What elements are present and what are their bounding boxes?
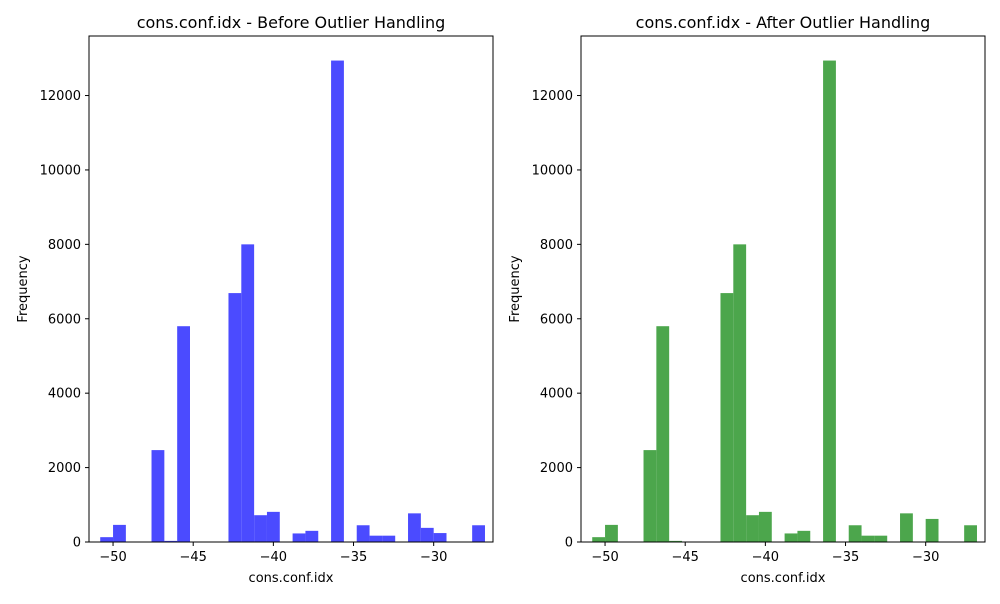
histogram-bar	[113, 525, 126, 542]
histogram-bar	[408, 513, 421, 542]
y-tick-label: 0	[73, 536, 81, 551]
x-axis-label: cons.conf.idx	[249, 571, 334, 586]
histogram-bar	[100, 537, 113, 542]
histogram-bar	[331, 61, 344, 542]
y-tick-label: 8000	[540, 238, 573, 253]
histogram-bar	[434, 533, 447, 542]
y-tick-label: 8000	[48, 238, 81, 253]
histogram-bar	[592, 537, 605, 542]
x-tick-label: −40	[260, 550, 287, 565]
x-tick-label: −45	[179, 550, 206, 565]
y-tick-label: 12000	[40, 89, 81, 104]
histogram-bar	[254, 515, 267, 542]
y-tick-label: 12000	[532, 89, 573, 104]
histogram-bar	[605, 525, 618, 542]
x-tick-label: −30	[912, 550, 939, 565]
histogram-bar	[152, 450, 165, 542]
histogram-bar	[305, 531, 318, 542]
histogram-bar	[177, 326, 190, 542]
chart-title: cons.conf.idx - After Outlier Handling	[636, 13, 931, 32]
x-tick-label: −35	[340, 550, 367, 565]
histogram-bar	[964, 525, 977, 542]
y-tick-label: 6000	[48, 312, 81, 327]
histogram-bar	[357, 525, 370, 542]
histogram-bar	[382, 536, 395, 542]
y-axis-label: Frequency	[16, 255, 31, 322]
y-tick-label: 4000	[540, 387, 573, 402]
histogram-bar	[472, 525, 485, 542]
x-tick-label: −45	[671, 550, 698, 565]
x-tick-label: −50	[99, 550, 126, 565]
x-tick-label: −35	[832, 550, 859, 565]
histogram-bar	[228, 293, 241, 542]
histogram-bar	[746, 515, 759, 542]
histogram-bar	[759, 512, 772, 542]
histogram-bar	[849, 525, 862, 542]
histogram-bar	[421, 528, 434, 542]
histogram-bar	[267, 512, 280, 542]
y-tick-label: 2000	[48, 461, 81, 476]
axes-frame	[89, 36, 493, 542]
x-axis-label: cons.conf.idx	[741, 571, 826, 586]
histogram-bar	[797, 531, 810, 542]
histogram-bar	[900, 513, 913, 542]
histogram-bar	[644, 450, 657, 542]
y-tick-label: 10000	[532, 163, 573, 178]
histogram-bar	[656, 326, 669, 542]
histogram-bar	[370, 536, 383, 542]
y-tick-label: 0	[565, 536, 573, 551]
histogram-bar	[733, 244, 746, 542]
histogram-bar	[823, 61, 836, 542]
axes-frame	[581, 36, 985, 542]
histogram-bar	[241, 244, 254, 542]
y-tick-label: 4000	[48, 387, 81, 402]
histogram-bar	[926, 519, 939, 542]
histogram-bar	[720, 293, 733, 542]
x-tick-label: −40	[752, 550, 779, 565]
y-tick-label: 10000	[40, 163, 81, 178]
chart-panel-2: −50 −45 −40 −35 −30 0 2000 4000 6000 8000 10000 120…	[508, 13, 985, 586]
chart-panel-1: −50 −45 −40 −35 −30 0 2000 4000 6000 8000 10000 120…	[16, 13, 493, 586]
histogram-bar	[874, 536, 887, 542]
histogram-bar	[785, 533, 798, 542]
chart-title: cons.conf.idx - Before Outlier Handling	[137, 13, 446, 32]
y-axis-label: Frequency	[508, 255, 523, 322]
y-tick-label: 2000	[540, 461, 573, 476]
y-tick-label: 6000	[540, 312, 573, 327]
histogram-bar	[862, 536, 875, 542]
x-tick-label: −30	[420, 550, 447, 565]
x-tick-label: −50	[591, 550, 618, 565]
histogram-bar	[293, 533, 306, 542]
